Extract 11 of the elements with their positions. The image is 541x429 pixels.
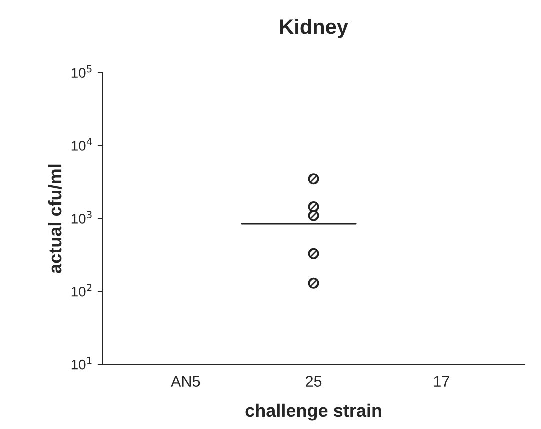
chart-title: Kidney	[280, 18, 348, 38]
y-tick-label: 10$^{4}$	[72, 138, 92, 151]
y-tick-label: 10$^{3}$	[72, 211, 92, 224]
y-tick-label: 10$^{1}$	[72, 357, 92, 370]
x-axis-title: challenge strain	[246, 404, 382, 421]
y-tick-label: 10$^{2}$	[72, 284, 92, 297]
x-tick-label: 17	[434, 376, 450, 387]
y-axis-title: actual cfu/ml	[48, 164, 62, 274]
x-tick-label: AN5	[171, 376, 200, 387]
x-tick-label: 25	[306, 376, 322, 387]
y-tick-label: 10$^{5}$	[72, 65, 92, 78]
